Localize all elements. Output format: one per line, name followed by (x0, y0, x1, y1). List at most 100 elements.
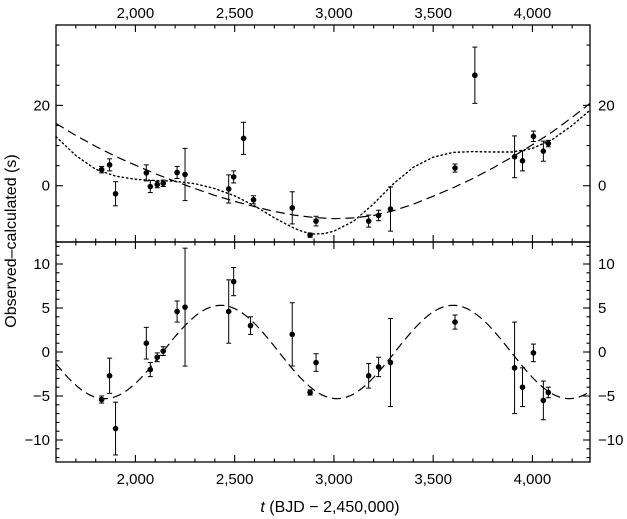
marker (530, 133, 537, 140)
marker (98, 166, 105, 173)
bottom-data-point (540, 380, 547, 421)
marker (519, 158, 526, 164)
xtick-label-top: 4,000 (514, 5, 552, 22)
marker (160, 348, 166, 354)
marker (182, 171, 188, 178)
marker (160, 180, 166, 187)
marker (174, 169, 180, 176)
marker (307, 232, 313, 238)
bottom-data-point (375, 356, 382, 378)
bottom-ytick-label-right: −10 (598, 432, 623, 449)
bottom-data-point (452, 314, 458, 330)
top-curve-dotted (55, 109, 591, 235)
marker (225, 308, 232, 315)
xtick-label-top: 2,000 (117, 5, 155, 22)
marker (154, 354, 161, 361)
marker (106, 372, 113, 379)
marker (225, 186, 232, 192)
bottom-data-point (519, 367, 526, 408)
marker (147, 366, 154, 373)
marker (387, 206, 394, 212)
top-data-point (112, 181, 119, 207)
top-data-point (387, 186, 394, 232)
xtick-label-top: 3,000 (315, 5, 353, 22)
top-data-point (250, 195, 257, 205)
bottom-data-point (313, 353, 319, 372)
top-data-point (307, 232, 313, 238)
bottom-data-point (230, 267, 237, 297)
bottom-data-point (106, 357, 113, 394)
top-data-point (106, 158, 113, 172)
top-ytick-label-right: 20 (598, 97, 615, 114)
marker (530, 350, 537, 356)
marker (540, 397, 547, 404)
marker (545, 140, 552, 147)
bottom-ytick-label-right: 5 (598, 300, 606, 317)
bottom-ytick-label-left: 0 (42, 344, 50, 361)
marker (365, 372, 372, 379)
top-data-point (147, 180, 154, 194)
marker (365, 218, 372, 224)
top-data-point (174, 165, 180, 180)
marker (313, 218, 319, 224)
bottom-ytick-label-right: 10 (598, 256, 615, 273)
marker (174, 308, 180, 315)
top-data-point (545, 139, 552, 148)
xtick-label-top: 3,500 (414, 5, 452, 22)
marker (452, 319, 458, 325)
x-axis-label: t (BJD − 2,450,000) (260, 499, 399, 516)
xtick-label-bottom: 3,500 (414, 471, 452, 488)
x-axis-label-units: (BJD − 2,450,000) (265, 499, 400, 516)
marker (511, 154, 518, 160)
marker (519, 384, 526, 391)
bottom-data-point (365, 362, 372, 389)
bottom-data-point (160, 346, 166, 357)
bottom-data-point (147, 362, 154, 378)
bottom-ytick-label-left: −5 (33, 388, 50, 405)
bottom-data-point (511, 321, 518, 415)
marker (182, 304, 188, 310)
bottom-data-point (530, 343, 537, 363)
marker (230, 278, 237, 285)
bottom-data-point (98, 395, 105, 404)
top-ytick-label-left: 0 (42, 178, 50, 195)
top-data-point (154, 180, 161, 189)
top-data-point (225, 174, 232, 204)
marker (154, 181, 161, 188)
top-data-point (540, 140, 547, 162)
model-curves (55, 102, 591, 400)
top-data-point (240, 121, 247, 155)
bottom-ytick-label-right: −5 (598, 388, 615, 405)
marker (540, 148, 547, 154)
top-data-point (519, 150, 526, 172)
bottom-data-point (289, 302, 296, 367)
data-points (98, 46, 552, 456)
top-data-point (511, 135, 518, 179)
marker (112, 190, 119, 197)
bottom-data-point (143, 326, 150, 360)
marker (98, 396, 105, 403)
top-data-point (289, 191, 296, 225)
top-data-point (182, 147, 188, 202)
marker (289, 331, 296, 338)
marker (289, 205, 296, 211)
plot-frames (55, 24, 591, 463)
bottom-data-point (154, 352, 161, 363)
marker (472, 72, 478, 79)
xtick-label-bottom: 2,500 (216, 471, 254, 488)
bottom-data-point (247, 316, 254, 335)
bottom-curve-dashed (55, 304, 591, 400)
marker (230, 174, 237, 180)
y-axis-label: Observed–calculated (s) (3, 154, 20, 327)
top-data-point (530, 130, 537, 143)
bottom-ytick-label-left: 5 (42, 300, 50, 317)
bottom-data-point (307, 389, 313, 396)
top-ytick-label-right: 0 (598, 178, 606, 195)
bottom-data-point (387, 318, 394, 408)
top-data-point (160, 179, 166, 188)
top-data-point (472, 46, 478, 104)
top-data-point (230, 170, 237, 184)
bottom-data-point (225, 279, 232, 344)
marker (307, 389, 313, 396)
marker (511, 365, 518, 371)
